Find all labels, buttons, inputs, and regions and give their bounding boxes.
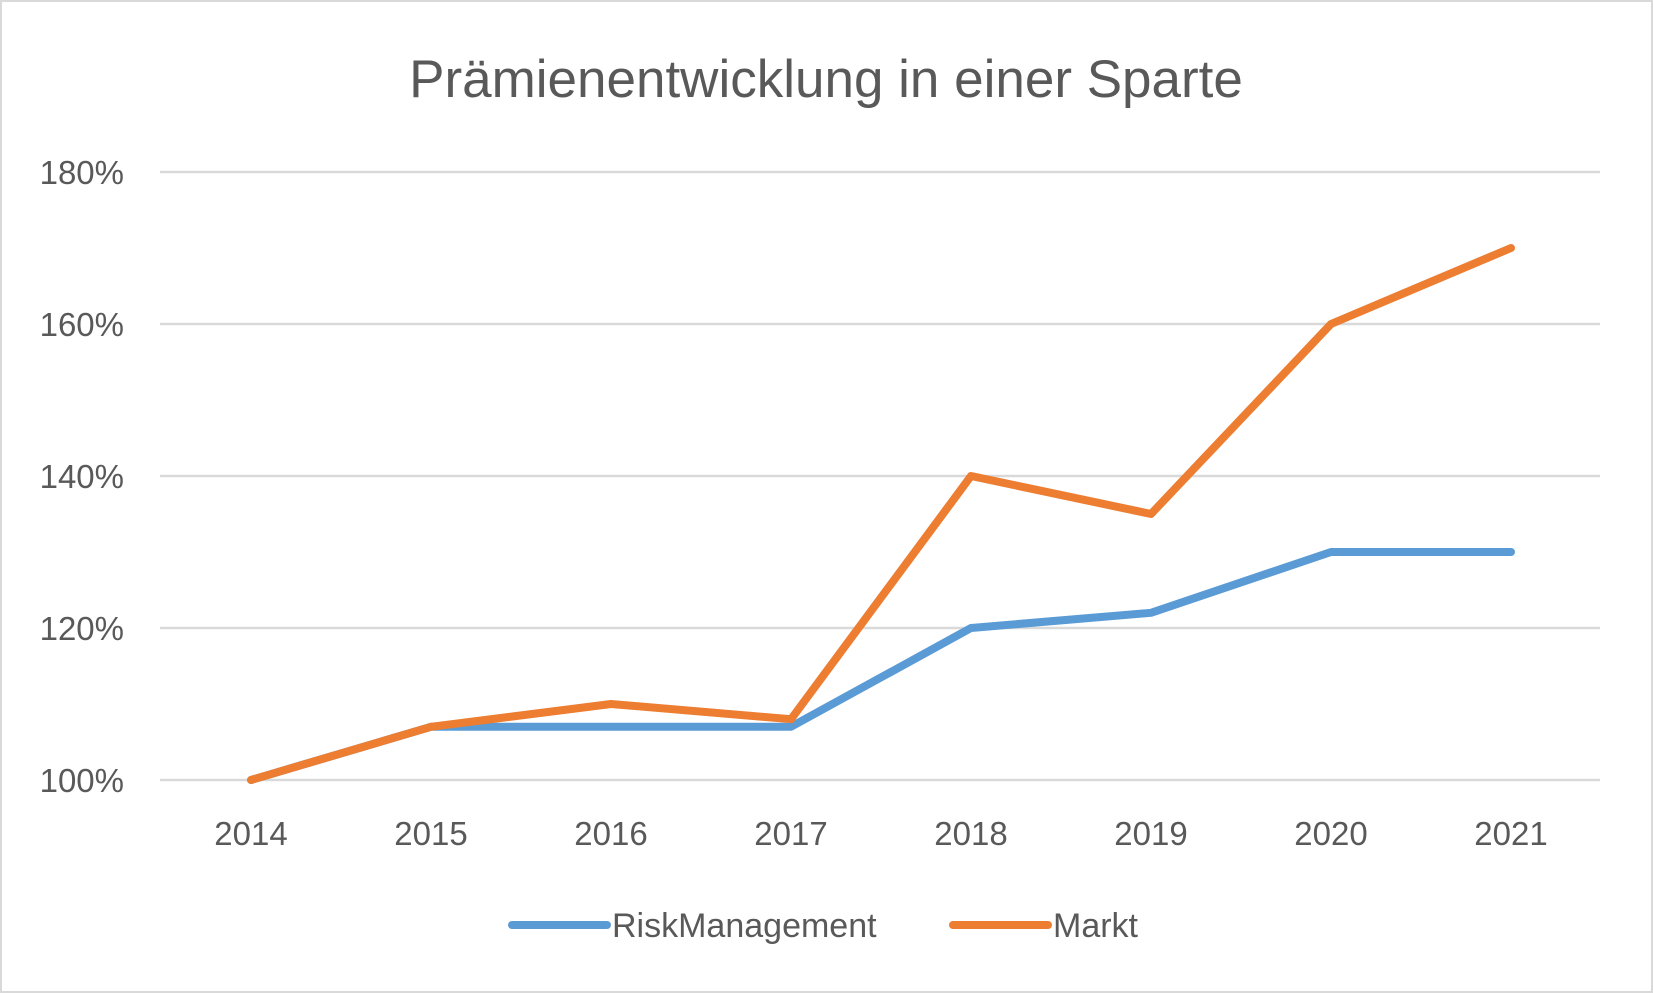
y-tick-label: 120% [40, 610, 124, 647]
x-tick-label: 2019 [1114, 815, 1187, 852]
x-tick-label: 2021 [1474, 815, 1547, 852]
x-tick-label: 2018 [934, 815, 1007, 852]
y-tick-label: 160% [40, 306, 124, 343]
x-tick-label: 2016 [574, 815, 647, 852]
x-tick-label: 2017 [754, 815, 827, 852]
series-line-markt [247, 244, 1515, 784]
x-tick-label: 2020 [1294, 815, 1367, 852]
y-tick-label: 180% [40, 154, 124, 191]
x-tick-label: 2015 [394, 815, 467, 852]
legend-label: RiskManagement [612, 907, 877, 945]
x-tick-label: 2014 [214, 815, 287, 852]
chart-title: Prämienentwicklung in einer Sparte [409, 50, 1243, 109]
y-tick-label: 140% [40, 458, 124, 495]
legend-label: Markt [1053, 907, 1139, 945]
y-tick-label: 100% [40, 762, 124, 799]
